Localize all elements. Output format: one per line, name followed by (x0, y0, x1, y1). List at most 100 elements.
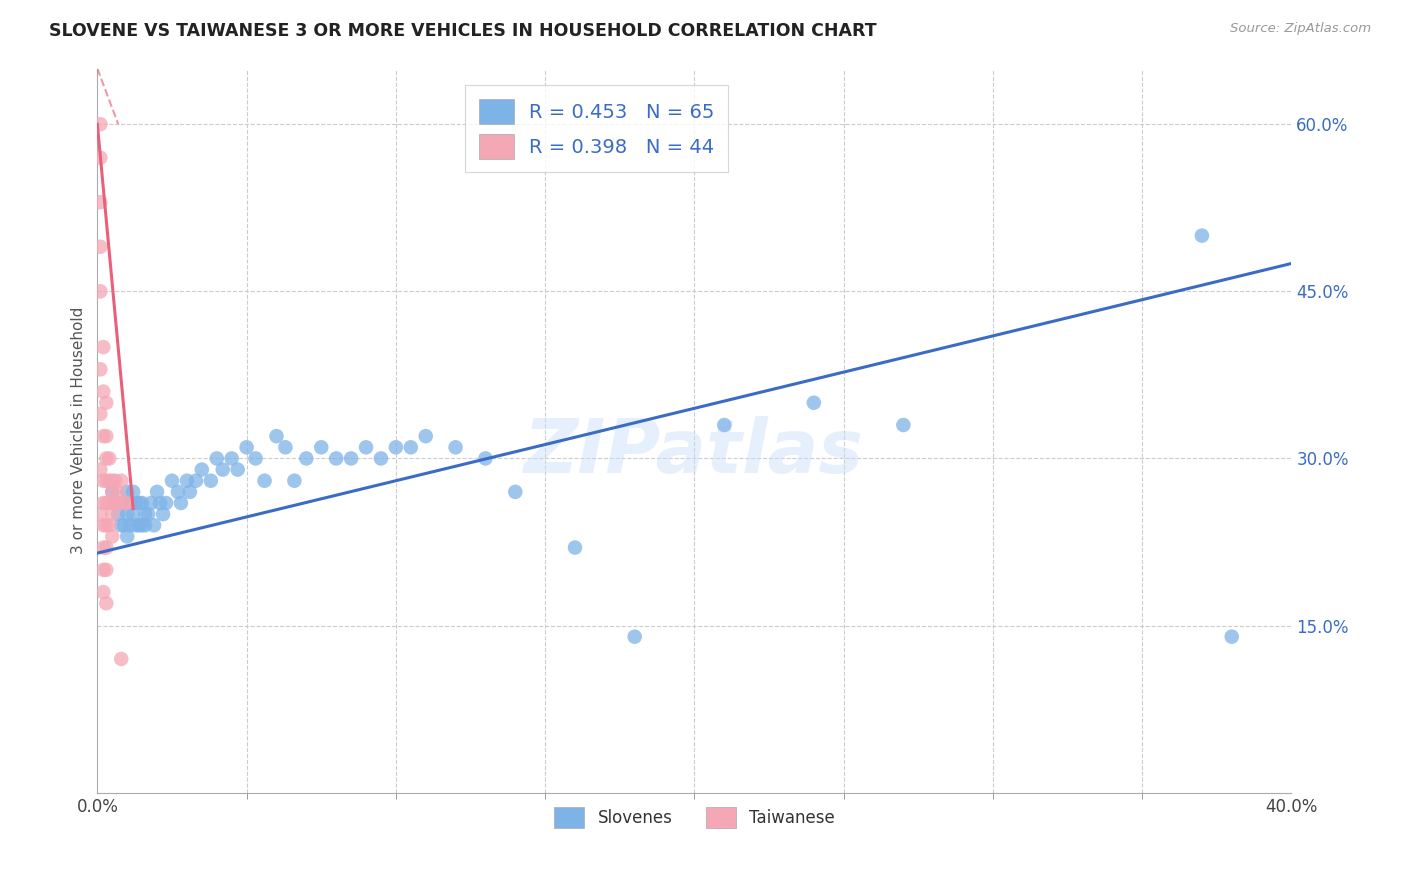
Point (131, 496, 153, 510)
Point (295, 451, 318, 466)
Point (112, 496, 135, 510)
Point (91, 474, 114, 488)
Point (96, 563, 118, 577)
Point (101, 529, 124, 543)
Point (115, 496, 138, 510)
Point (89, 362, 111, 376)
Point (125, 496, 148, 510)
Point (89, 285, 111, 299)
Point (104, 496, 127, 510)
Point (623, 630, 645, 644)
Point (107, 484, 129, 499)
Point (167, 484, 190, 499)
Point (107, 507, 129, 521)
Point (110, 518, 132, 533)
Point (112, 496, 135, 510)
Point (89, 151, 111, 165)
Point (385, 440, 408, 454)
Point (245, 451, 267, 466)
Point (101, 484, 124, 499)
Point (146, 484, 169, 499)
Point (340, 451, 363, 466)
Point (122, 484, 145, 499)
Point (91, 340, 114, 354)
Point (149, 496, 172, 510)
Point (101, 507, 124, 521)
Point (96, 596, 118, 610)
Point (91, 563, 114, 577)
Point (474, 451, 496, 466)
Point (96, 474, 118, 488)
Point (110, 652, 132, 666)
Point (101, 484, 124, 499)
Point (115, 507, 138, 521)
Point (205, 451, 228, 466)
Point (89, 240, 111, 254)
Point (803, 395, 825, 409)
Point (184, 474, 207, 488)
Point (98, 451, 121, 466)
Text: SLOVENE VS TAIWANESE 3 OR MORE VEHICLES IN HOUSEHOLD CORRELATION CHART: SLOVENE VS TAIWANESE 3 OR MORE VEHICLES … (49, 22, 877, 40)
Point (91, 518, 114, 533)
Point (91, 429, 114, 443)
Point (128, 518, 150, 533)
Point (98, 496, 121, 510)
Point (136, 507, 159, 521)
Point (96, 395, 118, 409)
Point (104, 496, 127, 510)
Point (120, 496, 142, 510)
Point (444, 440, 467, 454)
Point (122, 507, 145, 521)
Point (399, 440, 422, 454)
Text: Source: ZipAtlas.com: Source: ZipAtlas.com (1230, 22, 1371, 36)
Point (221, 451, 243, 466)
Point (370, 451, 392, 466)
Point (107, 496, 129, 510)
Point (143, 518, 166, 533)
Point (91, 585, 114, 599)
Point (226, 462, 249, 476)
Point (160, 474, 183, 488)
Legend: Slovenes, Taiwanese: Slovenes, Taiwanese (547, 800, 841, 835)
Point (91, 384, 114, 399)
Point (354, 440, 377, 454)
Text: ZIPatlas: ZIPatlas (524, 416, 865, 489)
Point (89, 117, 111, 131)
Point (139, 496, 162, 510)
Point (266, 429, 288, 443)
Point (309, 440, 332, 454)
Point (155, 496, 177, 510)
Point (179, 484, 201, 499)
Point (211, 462, 233, 476)
Point (115, 529, 138, 543)
Point (120, 518, 142, 533)
Point (176, 474, 198, 488)
Point (131, 518, 153, 533)
Point (110, 474, 132, 488)
Point (1191, 228, 1213, 243)
Point (235, 440, 257, 454)
Point (128, 496, 150, 510)
Point (1220, 630, 1243, 644)
Point (274, 440, 297, 454)
Point (98, 518, 121, 533)
Point (134, 507, 156, 521)
Point (713, 417, 735, 432)
Point (503, 484, 526, 499)
Point (89, 407, 111, 421)
Point (564, 541, 586, 555)
Point (104, 474, 127, 488)
Point (170, 496, 193, 510)
Point (101, 474, 124, 488)
Point (89, 462, 111, 476)
Point (96, 518, 118, 533)
Point (134, 518, 156, 533)
Point (91, 496, 114, 510)
Point (152, 507, 174, 521)
Point (89, 507, 111, 521)
Point (96, 541, 118, 555)
Point (200, 474, 222, 488)
Point (98, 474, 121, 488)
Y-axis label: 3 or more Vehicles in Household: 3 or more Vehicles in Household (72, 307, 86, 554)
Point (112, 518, 135, 533)
